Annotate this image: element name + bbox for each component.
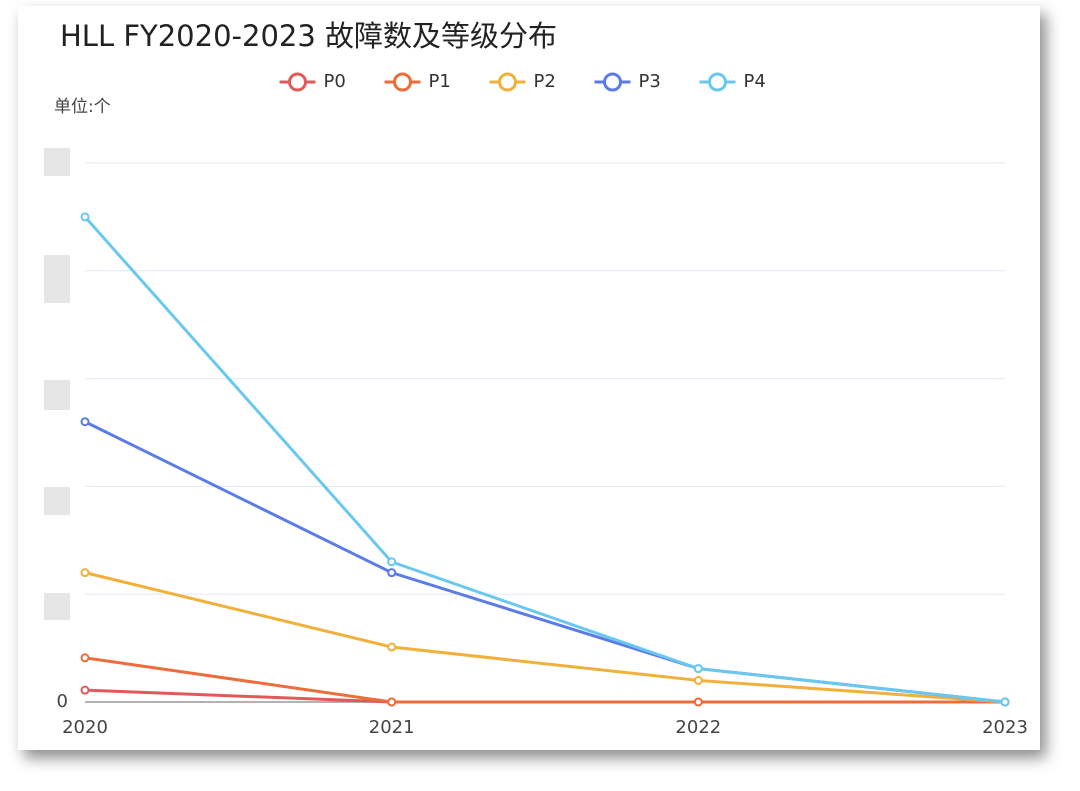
- redacted-label: [44, 593, 70, 620]
- x-tick-label: 2022: [675, 717, 721, 738]
- x-tick-label: 2021: [369, 717, 415, 738]
- y-tick-label: 0: [57, 691, 68, 712]
- redacted-label: [44, 255, 70, 303]
- data-point: [693, 664, 703, 674]
- x-tick-label: 2023: [982, 717, 1028, 738]
- legend-label: P3: [639, 71, 661, 92]
- data-point: [80, 685, 90, 695]
- series-line: [84, 420, 1006, 704]
- legend-marker: [393, 72, 412, 92]
- redacted-label: [44, 148, 70, 176]
- data-point: [80, 212, 90, 222]
- data-point: [693, 697, 703, 707]
- legend-label: P4: [744, 71, 766, 92]
- legend-label: P2: [534, 71, 556, 92]
- legend-label: P0: [324, 71, 346, 92]
- legend-marker: [708, 72, 727, 92]
- redacted-label: [44, 487, 70, 515]
- data-point: [387, 557, 397, 567]
- data-point: [80, 417, 90, 427]
- legend-label: P1: [429, 71, 451, 92]
- unit-label: 单位:个: [54, 97, 111, 117]
- data-point: [387, 568, 397, 578]
- series-line: [84, 656, 1005, 704]
- data-point: [693, 675, 703, 685]
- x-tick-label: 2020: [62, 717, 108, 738]
- legend-marker: [603, 72, 622, 92]
- legend-marker: [288, 72, 307, 92]
- data-point: [387, 642, 397, 652]
- data-point: [387, 697, 397, 707]
- series-line: [84, 571, 1006, 704]
- redacted-label: [44, 380, 70, 410]
- card: [18, 6, 1040, 750]
- data-point: [80, 653, 90, 663]
- chart-title: HLL FY2020-2023 故障数及等级分布: [60, 19, 557, 53]
- legend-marker: [498, 72, 517, 92]
- series-line: [83, 215, 1006, 704]
- data-point: [1000, 697, 1010, 707]
- redaction: [44, 148, 70, 620]
- data-point: [80, 568, 90, 578]
